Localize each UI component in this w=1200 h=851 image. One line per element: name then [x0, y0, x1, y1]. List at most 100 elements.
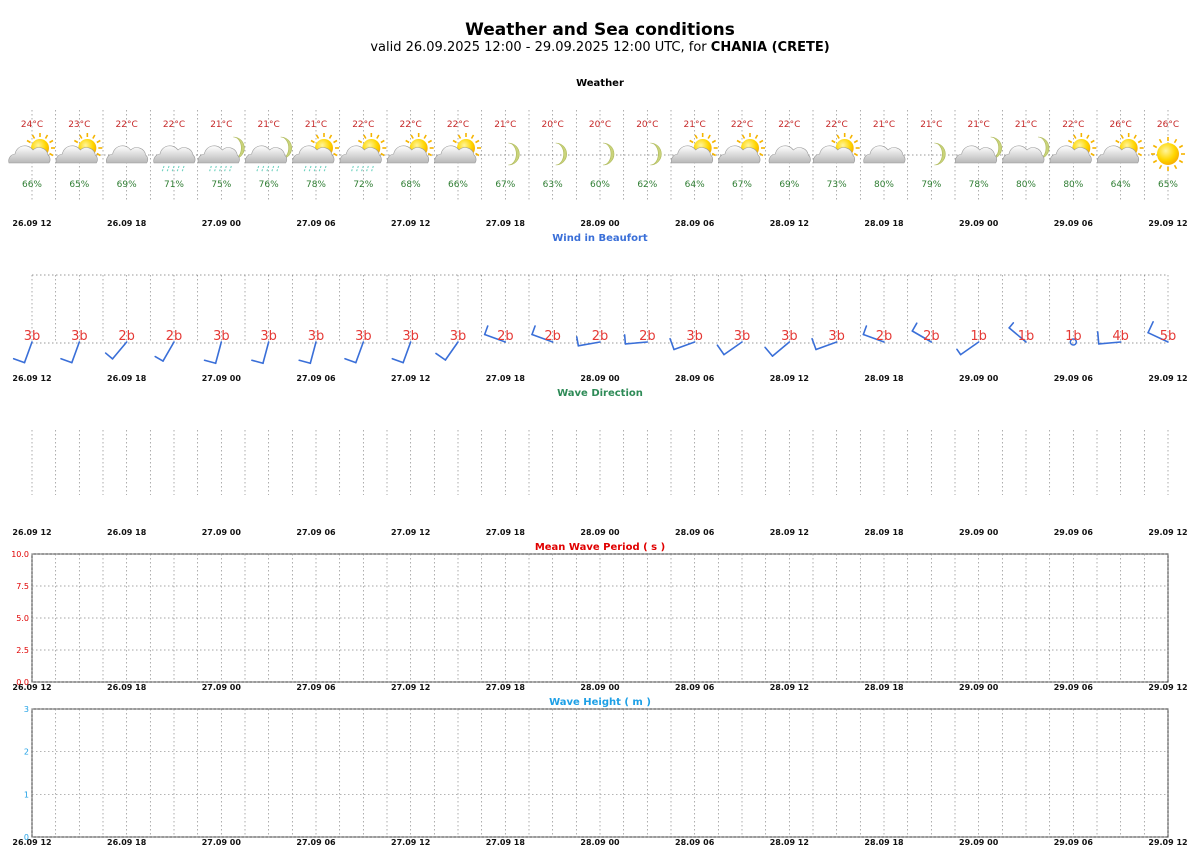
cloud-shape: [863, 145, 906, 164]
wind-barb: 3b: [764, 329, 798, 357]
y-tick-label: 10.0: [11, 550, 29, 559]
rain-drop: [350, 165, 354, 173]
cloud-shape: [153, 145, 196, 164]
cloud-shape: [434, 145, 477, 164]
beaufort-label: 1b: [1018, 329, 1035, 344]
barb-feather: [669, 337, 675, 351]
temperature-label: 21°C: [920, 120, 942, 130]
sun-cloud-icon: [671, 133, 718, 164]
temperature-label: 22°C: [163, 120, 185, 130]
humidity-label: 75%: [211, 180, 231, 190]
barb-shaft: [959, 341, 980, 356]
time-tick-label: 27.09 00: [202, 219, 242, 228]
sun-ray: [49, 139, 54, 144]
barb-feather: [531, 325, 536, 336]
y-tick-label: 2: [24, 748, 29, 757]
barb-feather: [862, 325, 868, 336]
y-tick-label: 3: [24, 705, 29, 714]
time-tick-label: 28.09 06: [675, 528, 715, 537]
sun-ray: [1178, 144, 1184, 149]
barb-feather: [575, 336, 580, 347]
barb-feather: [483, 325, 489, 336]
sun-ray: [759, 152, 764, 157]
beaufort-label: 1b: [1065, 329, 1082, 344]
rain-drop: [256, 165, 260, 173]
barb-shaft: [162, 341, 175, 362]
wave-direction-time-axis: 26.09 12 26.09 18 27.09 00 27.09 06 27.09 12…: [12, 528, 1187, 537]
barb-feather: [623, 334, 627, 345]
y-tick-label: 0.0: [16, 678, 29, 687]
wind-barb: 3b: [298, 329, 324, 365]
rain-drop: [276, 165, 280, 173]
cloud-shape: [339, 145, 382, 164]
moon-icon: [650, 142, 662, 166]
cloud-shape: [671, 145, 714, 164]
cloud-shape: [1097, 145, 1140, 164]
time-tick-label: 28.09 12: [770, 528, 809, 537]
time-tick-label: 27.09 18: [486, 683, 526, 692]
sun-ray: [736, 139, 741, 144]
time-tick-label: 27.09 06: [296, 374, 336, 383]
time-tick-label: 29.09 12: [1148, 528, 1187, 537]
time-tick-label: 28.09 18: [864, 838, 904, 847]
cloud-shape: [292, 145, 335, 164]
humidity-label: 72%: [353, 180, 373, 190]
sun-ray: [96, 152, 101, 157]
sun-ray: [333, 152, 338, 157]
wind-barb: 2b: [575, 329, 608, 347]
temperature-label: 22°C: [400, 120, 422, 130]
barb-shaft: [23, 341, 33, 364]
sun-ray: [26, 139, 31, 144]
rain-drop: [228, 165, 232, 173]
sun-ray: [759, 139, 764, 144]
time-tick-label: 27.09 00: [202, 374, 242, 383]
time-tick-label: 29.09 06: [1054, 528, 1094, 537]
barb-shaft: [771, 341, 791, 357]
rain-drop: [176, 165, 180, 173]
temperature-label: 24°C: [21, 120, 43, 130]
barb-shaft: [1008, 327, 1027, 343]
time-tick-label: 27.09 00: [202, 838, 242, 847]
barb-shaft: [624, 341, 649, 345]
time-tick-label: 29.09 06: [1054, 219, 1094, 228]
time-tick-label: 27.09 12: [391, 838, 430, 847]
sun-ray: [1120, 134, 1124, 139]
time-tick-label: 27.09 06: [296, 683, 336, 692]
humidity-label: 80%: [874, 180, 894, 190]
temperature-label: 22°C: [116, 120, 138, 130]
time-tick-label: 27.09 06: [296, 528, 336, 537]
wind-barb: 2b: [104, 329, 135, 360]
moon-shape: [650, 142, 662, 166]
sun-ray: [1137, 139, 1143, 144]
wind-barb: 5b: [1147, 321, 1177, 344]
cloud-shape: [813, 145, 856, 164]
beaufort-label: 5b: [1160, 329, 1177, 344]
humidity-label: 66%: [448, 180, 468, 190]
beaufort-label: 3b: [828, 329, 845, 344]
time-tick-label: 29.09 12: [1148, 838, 1187, 847]
time-tick-label: 28.09 12: [770, 219, 809, 228]
sun-ray: [92, 134, 96, 139]
time-tick-label: 26.09 12: [12, 374, 51, 383]
barb-shaft: [111, 341, 128, 360]
y-tick-label: 5.0: [16, 614, 29, 623]
temperature-label: 21°C: [494, 120, 516, 130]
sun-ray: [376, 134, 380, 139]
barb-shaft: [723, 341, 743, 356]
sun-ray: [310, 139, 315, 144]
sun-ray: [457, 134, 462, 139]
time-tick-label: 28.09 18: [864, 683, 904, 692]
sun-ray: [475, 139, 480, 144]
rain-drop: [370, 165, 374, 173]
temperature-label: 21°C: [258, 120, 280, 130]
moon-cloud-rain-icon: [197, 136, 245, 173]
sun-ray: [754, 134, 759, 139]
temperature-label: 21°C: [684, 120, 706, 130]
sun-ray: [363, 134, 367, 139]
page-subtitle: valid 26.09.2025 12:00 - 29.09.2025 12:0…: [0, 40, 1200, 55]
time-tick-label: 28.09 00: [580, 219, 620, 228]
humidity-label: 66%: [22, 180, 42, 190]
moon-cloud-icon: [1002, 136, 1050, 164]
sun-ray: [470, 134, 475, 139]
cloud-icon: [768, 145, 811, 164]
